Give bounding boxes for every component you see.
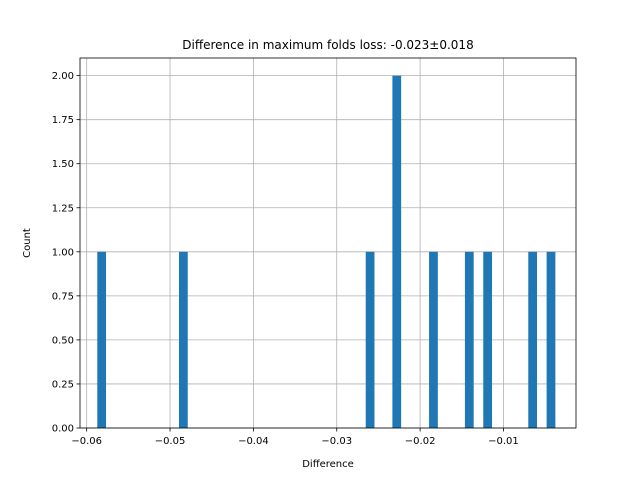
histogram-bar [365,251,375,428]
y-tick-label: 0.50 [52,335,74,346]
x-axis-ticks: −0.06 −0.05 −0.04 −0.03 −0.02 −0.01 [71,428,519,447]
histogram-bar [429,251,438,428]
y-tick-label: 0.25 [52,379,74,390]
y-tick-label: 1.75 [52,115,74,126]
x-tick-label: −0.03 [321,436,352,447]
chart-title: Difference in maximum folds loss: -0.023… [182,38,473,52]
histogram-bar [464,251,474,428]
y-axis-label: Count [22,228,33,258]
histogram-bar [528,251,538,428]
plot-frame [79,57,577,429]
x-tick-label: −0.01 [488,436,519,447]
histogram-bar [97,251,107,428]
y-axis-ticks: 0.00 0.25 0.50 0.75 1.00 1.25 1.50 1.75 2.00 [52,71,80,435]
histogram-bar [178,251,188,428]
histogram-bar [483,251,493,428]
x-tick-label: −0.04 [238,436,269,447]
y-tick-label: 2.00 [52,71,74,82]
histogram-bar [546,251,556,428]
x-tick-label: −0.05 [155,436,186,447]
grid [80,58,576,429]
x-axis-label: Difference [302,459,354,470]
y-tick-label: 0.75 [52,291,74,302]
bars [97,75,556,428]
histogram-bar [392,75,402,428]
y-tick-label: 1.25 [52,203,74,214]
y-tick-label: 0.00 [52,424,74,435]
y-tick-label: 1.50 [52,159,74,170]
y-tick-label: 1.00 [52,247,74,258]
x-tick-label: −0.02 [405,436,436,447]
x-tick-label: −0.06 [71,436,102,447]
